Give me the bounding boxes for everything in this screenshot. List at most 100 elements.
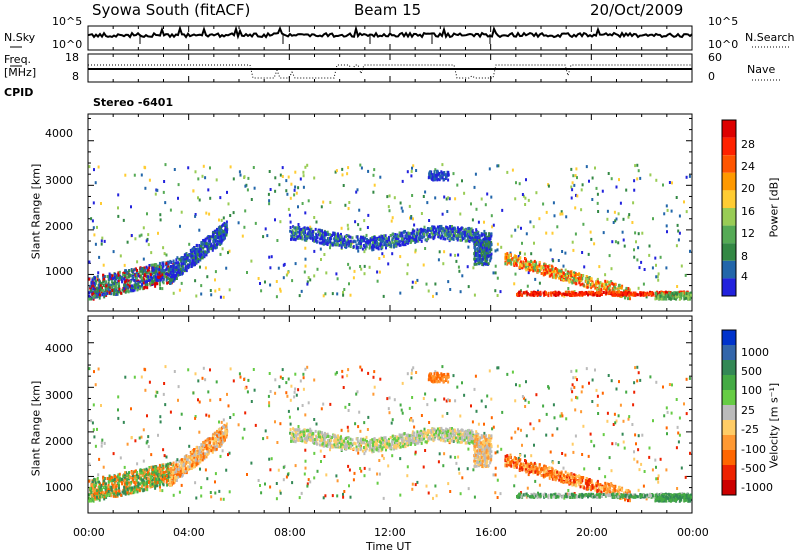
velocity-cell [150, 453, 153, 457]
power-colorbar-segment [722, 278, 736, 296]
velocity-cell [157, 467, 160, 471]
power-cell [177, 273, 180, 277]
velocity-cell [471, 420, 474, 424]
velocity-cell [315, 422, 318, 426]
power-cell [338, 239, 341, 243]
velocity-cell [400, 408, 403, 412]
power-cell [274, 218, 276, 222]
velocity-cell [444, 439, 447, 443]
power-cell [458, 230, 461, 234]
power-cell [268, 170, 271, 173]
velocity-cell [382, 496, 385, 500]
power-cell [685, 175, 688, 179]
power-cell [199, 247, 202, 251]
velocity-cell [91, 480, 94, 484]
power-cell [414, 248, 417, 252]
velocity-cell [218, 489, 221, 493]
velocity-cell [162, 392, 165, 396]
velocity-cell [380, 439, 383, 443]
velocity-cell [210, 447, 213, 451]
velocity-cell [173, 466, 176, 470]
power-cell [216, 227, 218, 231]
velocity-cell [167, 473, 170, 477]
velocity-cell [149, 480, 152, 484]
velocity-cell [666, 410, 669, 414]
power-cell [423, 225, 426, 229]
velocity-cell [454, 399, 457, 403]
power-cell [148, 266, 151, 270]
velocity-cell [246, 473, 248, 476]
power-cell [334, 170, 337, 174]
velocity-cell [559, 414, 562, 418]
freq-label: Freq. [4, 53, 32, 66]
power-cbar-tick: 28 [741, 138, 755, 151]
velocity-cell [307, 478, 310, 482]
velocity-cell [562, 466, 565, 470]
power-cell [98, 283, 100, 287]
power-cell [219, 229, 222, 233]
power-cell [515, 181, 517, 185]
velocity-cell [665, 406, 668, 410]
power-cell [222, 216, 225, 220]
power-cell [336, 292, 339, 296]
power-cell [154, 269, 157, 273]
velocity-cell [379, 377, 382, 381]
velocity-cell [186, 456, 189, 460]
velocity-cell [335, 474, 338, 478]
velocity-cell [115, 490, 118, 494]
power-cell [326, 230, 329, 234]
velocity-cell [126, 478, 129, 482]
velocity-cell [147, 471, 149, 475]
velocity-cell [640, 462, 643, 466]
power-cell [198, 198, 201, 202]
velocity-cell [486, 394, 489, 398]
power-cell [191, 261, 194, 265]
power-cell [142, 281, 145, 285]
velocity-cell [496, 478, 499, 482]
power-cell [260, 289, 263, 293]
velocity-cell [222, 497, 225, 501]
velocity-cell [200, 486, 203, 490]
power-cell [459, 290, 462, 294]
velocity-cell [293, 395, 296, 399]
power-cell [344, 203, 347, 207]
velocity-cell [219, 497, 222, 501]
power-cell [494, 249, 497, 253]
velocity-cell [574, 376, 577, 380]
power-cell [186, 256, 189, 260]
power-cell [128, 284, 131, 288]
velocity-cell [188, 465, 191, 469]
power-cell [593, 242, 596, 246]
power-cell [352, 276, 355, 280]
velocity-cell [223, 423, 226, 427]
power-cell [119, 254, 122, 258]
power-cell [415, 235, 418, 239]
velocity-cell [345, 437, 347, 440]
velocity-cell [411, 396, 414, 399]
velocity-cell [424, 440, 427, 444]
velocity-cell [149, 485, 152, 489]
power-cell [662, 183, 664, 187]
power-cell [437, 228, 440, 232]
power-cell [160, 269, 163, 273]
velocity-cell [533, 443, 535, 447]
power-cell [610, 280, 613, 284]
power-cell [274, 189, 277, 193]
power-cell [147, 275, 150, 279]
velocity-cell [292, 427, 295, 431]
velocity-cell [167, 467, 170, 471]
power-cell [210, 245, 213, 249]
power-cell [483, 220, 485, 224]
power-cell [175, 277, 178, 280]
velocity-cell [112, 452, 115, 456]
power-cell [376, 279, 379, 283]
velocity-cell [218, 431, 221, 435]
velocity-cell [279, 491, 282, 495]
velocity-cell [269, 390, 272, 393]
power-cell [107, 288, 110, 291]
power-cell [637, 232, 640, 236]
power-cell [145, 271, 148, 274]
velocity-cell [193, 456, 196, 460]
velocity-cell [434, 484, 437, 488]
power-cell [397, 242, 399, 246]
